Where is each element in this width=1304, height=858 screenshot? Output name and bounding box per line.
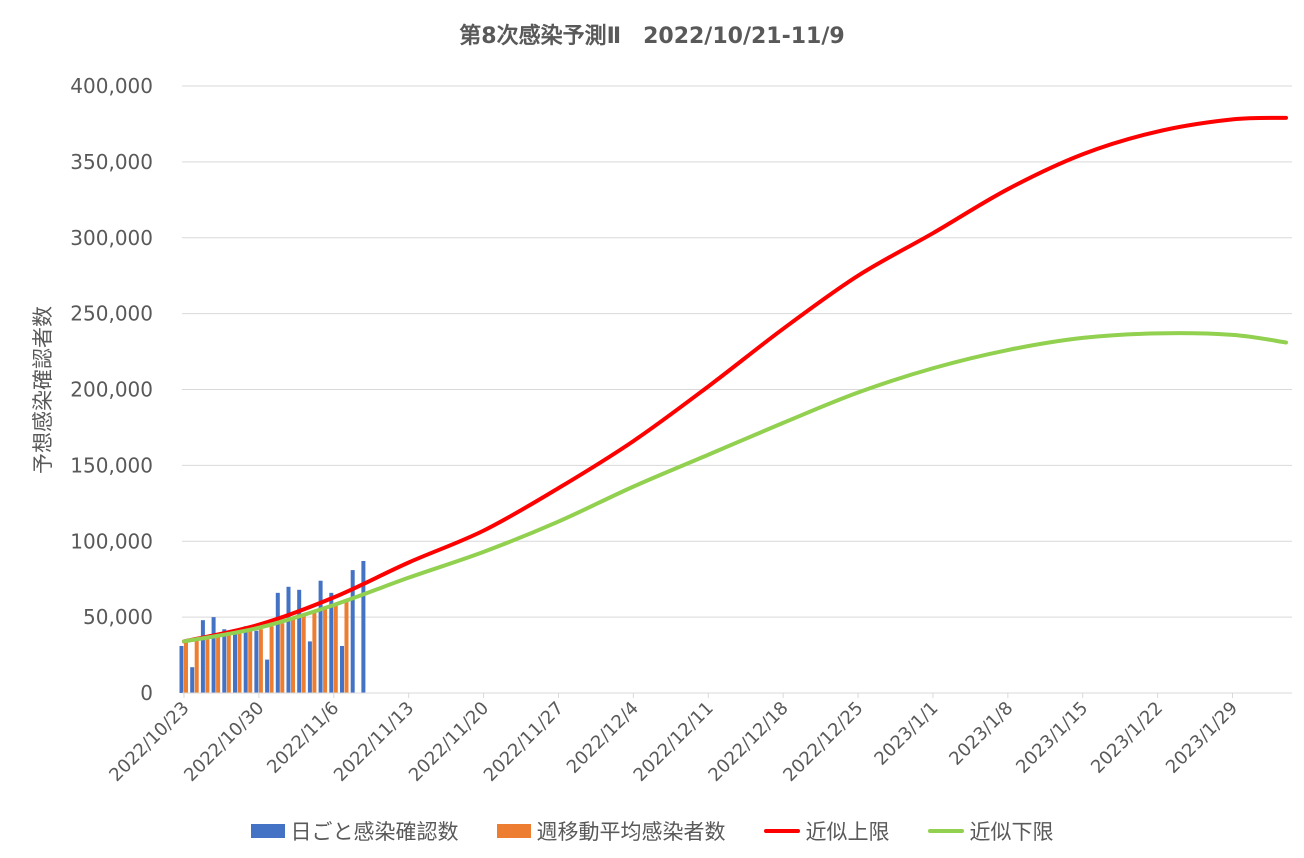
x-tick-label: 2023/1/22 — [1087, 698, 1167, 778]
legend-label-daily: 日ごと感染確認数 — [290, 820, 459, 844]
y-tick-label: 300,000 — [70, 226, 153, 250]
legend-item-lower: 近似下限 — [927, 816, 1054, 846]
legend-label-weekly: 週移動平均感染者数 — [536, 820, 726, 844]
chart-title: 第8次感染予測Ⅱ 2022/10/21-11/9 — [459, 24, 845, 49]
x-tick-label: 2022/11/20 — [405, 698, 493, 786]
bar-daily — [211, 617, 216, 693]
x-tick-label: 2023/1/29 — [1162, 698, 1242, 778]
bar-weekly — [280, 623, 285, 693]
y-axis-label: 予想感染確認者数 — [31, 306, 55, 474]
bar-daily — [307, 641, 312, 693]
bar-weekly — [333, 604, 338, 693]
bar-weekly — [269, 626, 274, 693]
x-tick-label: 2022/11/13 — [330, 698, 418, 786]
bar-daily — [361, 560, 366, 693]
x-tick-label: 2022/12/4 — [563, 698, 643, 778]
x-tick-label: 2022/11/6 — [263, 698, 343, 778]
bars — [179, 560, 366, 693]
legend-swatch-daily — [250, 824, 285, 838]
bar-weekly — [301, 614, 306, 693]
y-tick-label: 150,000 — [70, 453, 153, 477]
y-tick-label: 400,000 — [70, 74, 153, 98]
x-tick-label: 2022/12/25 — [779, 698, 867, 786]
y-tick-label: 250,000 — [70, 302, 153, 326]
x-tick-label: 2022/12/18 — [704, 698, 792, 786]
y-tick-label: 50,000 — [83, 605, 153, 629]
bar-daily — [222, 629, 227, 693]
bar-daily — [233, 632, 237, 693]
y-tick-labels: 0 50,000 100,000 150,000 200,000 250,000 300,0… — [70, 74, 153, 705]
y-tick-label: 200,000 — [70, 378, 153, 402]
bar-weekly — [312, 612, 317, 693]
bar-daily — [318, 580, 323, 693]
legend-label-lower: 近似下限 — [969, 820, 1054, 844]
x-tick-labels: 2022/10/232022/10/302022/11/62022/11/132… — [105, 693, 1242, 786]
bar-weekly — [248, 630, 253, 693]
bar-weekly — [323, 608, 328, 693]
legend: 日ごと感染確認数 週移動平均感染者数 近似上限 近似下限 — [0, 816, 1304, 846]
y-tick-label: 350,000 — [70, 150, 153, 174]
bar-weekly — [184, 639, 188, 693]
bar-weekly — [258, 629, 263, 693]
legend-item-weekly: 週移動平均感染者数 — [496, 816, 726, 846]
x-tick-label: 2023/1/8 — [945, 698, 1017, 770]
bar-daily — [297, 589, 302, 693]
bar-daily — [275, 592, 280, 693]
bar-weekly — [290, 618, 295, 693]
bar-daily — [254, 630, 259, 693]
y-tick-label: 0 — [140, 681, 153, 705]
bar-weekly — [344, 600, 349, 693]
legend-label-upper: 近似上限 — [805, 820, 890, 844]
bar-daily — [286, 586, 291, 693]
bar-weekly — [216, 635, 221, 693]
legend-swatch-upper — [763, 829, 800, 833]
gridlines — [182, 85, 1292, 618]
bar-daily — [200, 620, 205, 693]
legend-item-daily: 日ごと感染確認数 — [250, 816, 459, 846]
bar-daily — [350, 570, 355, 693]
legend-swatch-lower — [927, 829, 964, 833]
line-upper — [182, 115, 1288, 644]
bar-weekly — [226, 633, 231, 693]
lines — [182, 115, 1288, 644]
x-tick-label: 2022/10/23 — [105, 698, 193, 786]
bar-daily — [243, 626, 248, 693]
bar-weekly — [237, 632, 242, 693]
y-tick-label: 100,000 — [70, 529, 153, 553]
x-tick-label: 2022/12/11 — [630, 698, 718, 786]
bar-daily — [329, 592, 334, 693]
legend-swatch-weekly — [496, 824, 531, 838]
bar-daily — [339, 645, 344, 693]
line-lower — [182, 331, 1288, 644]
x-tick-label: 2022/11/27 — [480, 698, 568, 786]
legend-item-upper: 近似上限 — [763, 816, 890, 846]
bar-weekly — [194, 638, 199, 693]
x-tick-label: 2023/1/1 — [870, 698, 942, 770]
bar-weekly — [205, 636, 210, 693]
bar-daily — [179, 645, 184, 693]
bar-daily — [265, 659, 270, 693]
bar-daily — [190, 667, 195, 693]
x-tick-label: 2023/1/15 — [1012, 698, 1092, 778]
x-tick-label: 2022/10/30 — [180, 698, 268, 786]
